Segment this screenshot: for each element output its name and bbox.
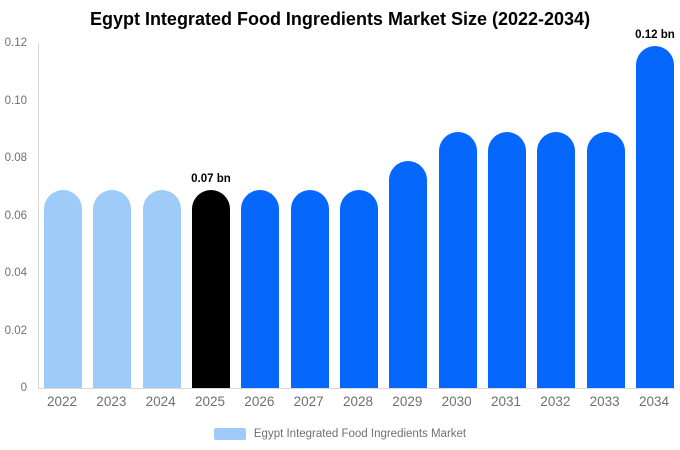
bar-value-label-2025: 0.07 bn <box>191 173 231 185</box>
plot-area: 0.07 bn 0.12 bn <box>38 29 675 389</box>
x-tick-2026: 2026 <box>244 394 275 409</box>
bar-value-label-2034: 0.12 bn <box>635 29 675 41</box>
x-tick-2034: 2034 <box>638 394 670 409</box>
bar-2024[interactable] <box>142 190 181 388</box>
x-tick-2023: 2023 <box>96 394 127 409</box>
bar-2034[interactable] <box>635 46 674 388</box>
bar-2032[interactable] <box>537 132 576 388</box>
y-tick-0.04: 0.04 <box>4 267 27 279</box>
bar-2025[interactable] <box>191 190 230 388</box>
y-tick-0.06: 0.06 <box>4 209 27 222</box>
y-tick-0: 0 <box>20 382 27 394</box>
bar-2031[interactable] <box>487 132 526 388</box>
bar-2030[interactable] <box>438 132 477 388</box>
bar-2033[interactable] <box>586 132 625 388</box>
y-tick-0.02: 0.02 <box>4 324 27 337</box>
y-tick-0.08: 0.08 <box>4 152 27 164</box>
bar-2027[interactable] <box>290 190 329 388</box>
legend-item[interactable]: Egypt Integrated Food Ingredients Market <box>0 425 680 443</box>
chart-title: Egypt Integrated Food Ingredients Market… <box>89 9 591 29</box>
y-tick-0.10: 0.10 <box>4 94 27 107</box>
bar-2022[interactable] <box>44 190 82 388</box>
x-tick-2022: 2022 <box>46 394 78 409</box>
legend-label: Egypt Integrated Food Ingredients Market <box>253 428 467 440</box>
bar-2029[interactable] <box>389 161 428 388</box>
x-tick-2025: 2025 <box>194 394 226 409</box>
x-tick-2032: 2032 <box>540 394 571 409</box>
legend-swatch <box>213 428 246 440</box>
x-axis-labels: 2022 2023 2024 2025 2026 2027 2028 2029 2030 2031… <box>38 394 674 412</box>
x-tick-2030: 2030 <box>441 394 472 409</box>
y-tick-0.12: 0.12 <box>4 37 27 49</box>
y-axis-labels: 0 0.02 0.04 0.06 0.08 0.10 0.12 <box>0 37 27 394</box>
bar-2026[interactable] <box>241 190 280 388</box>
x-tick-2028: 2028 <box>342 394 374 409</box>
x-tick-2031: 2031 <box>490 394 522 409</box>
bar-2023[interactable] <box>93 190 132 388</box>
x-tick-2024: 2024 <box>145 394 176 409</box>
x-tick-2029: 2029 <box>392 394 423 409</box>
x-tick-2033: 2033 <box>589 394 620 409</box>
bar-2028[interactable] <box>339 190 378 388</box>
x-tick-2027: 2027 <box>293 394 324 409</box>
